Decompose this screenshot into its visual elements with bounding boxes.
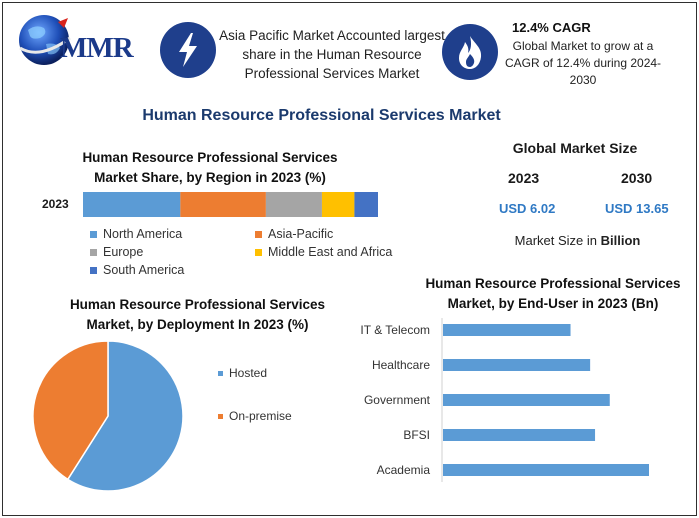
enduser-label-government: Government	[364, 393, 431, 407]
region-bar-segment-asia-pacific	[180, 192, 266, 217]
enduser-bar-bfsi	[443, 429, 596, 441]
cagr-text: Global Market to grow at a CAGR of 12.4%…	[504, 39, 662, 87]
enduser-bar-healthcare	[443, 359, 591, 371]
enduser-label-bfsi: BFSI	[403, 428, 430, 442]
region-legend: North America Asia-Pacific Europe Middle Ea…	[90, 227, 430, 283]
legend-label: On-premise	[229, 409, 292, 423]
globe-icon	[19, 15, 71, 65]
logo-text: MMR	[60, 32, 134, 64]
region-bar-segment-south-america	[354, 192, 378, 217]
legend-item-hosted: Hosted	[218, 366, 267, 380]
market-value-2023: USD 6.02	[499, 201, 556, 216]
mmr-logo: MMR	[10, 8, 150, 74]
legend-swatch	[255, 230, 262, 238]
legend-label: North America	[103, 227, 183, 241]
legend-label: Asia-Pacific	[268, 227, 334, 241]
legend-swatch	[255, 248, 262, 256]
region-stacked-bar	[83, 192, 378, 217]
legend-swatch	[218, 370, 223, 376]
legend-item-north-america: North America	[90, 227, 182, 241]
enduser-label-healthcare: Healthcare	[372, 358, 430, 372]
legend-swatch	[90, 266, 97, 274]
lightning-icon	[160, 22, 216, 78]
legend-swatch	[90, 248, 97, 256]
region-bar-segment-north-america	[83, 192, 181, 217]
deployment-legend: Hosted On-premise	[218, 366, 338, 436]
enduser-chart-title: Human Resource Professional Services Mar…	[425, 276, 681, 311]
market-year-2030: 2030	[621, 170, 653, 186]
enduser-bar-academia	[443, 464, 649, 476]
legend-label: Middle East and Africa	[268, 245, 393, 259]
deployment-pie-chart	[32, 340, 184, 492]
market-year-2023: 2023	[508, 170, 540, 186]
market-size-note-prefix: Market Size in	[514, 233, 601, 248]
market-value-2030: USD 13.65	[605, 201, 669, 216]
enduser-bar-government	[443, 394, 610, 406]
legend-swatch	[218, 413, 223, 419]
cagr-title: 12.4% CAGR	[512, 20, 591, 35]
legend-item-europe: Europe	[90, 245, 143, 259]
legend-item-south-america: South America	[90, 263, 184, 277]
global-market-title: Global Market Size	[512, 140, 638, 156]
page-title: Human Resource Professional Services Mar…	[0, 107, 699, 125]
flame-icon	[442, 24, 498, 80]
region-chart-title: Human Resource Professional Services Mar…	[82, 150, 338, 185]
legend-label: Europe	[103, 245, 144, 259]
market-size-note: Market Size in Billion	[500, 233, 655, 248]
region-highlight-text: Asia Pacific Market Accounted largest sh…	[219, 28, 445, 81]
legend-swatch	[90, 230, 97, 238]
pie-slice-on-premise	[32, 340, 109, 481]
legend-label: South America	[103, 263, 185, 277]
deployment-chart-title: Human Resource Professional Services Mar…	[69, 297, 326, 332]
legend-item-on-premise: On-premise	[218, 409, 292, 423]
region-chart-category: 2023	[42, 197, 69, 211]
legend-item-middle-east-and-africa: Middle East and Africa	[255, 245, 392, 259]
legend-label: Hosted	[229, 366, 268, 380]
pie-slice-hosted	[66, 340, 184, 492]
enduser-label-academia: Academia	[377, 463, 431, 477]
enduser-label-it-telecom: IT & Telecom	[360, 323, 430, 337]
legend-item-asia-pacific: Asia-Pacific	[255, 227, 333, 241]
market-size-note-unit: Billion	[600, 233, 641, 248]
region-bar-segment-europe	[265, 192, 322, 217]
page-title-text: Human Resource Professional Services Mar…	[142, 107, 501, 124]
enduser-bar-it-telecom	[443, 324, 571, 336]
region-bar-segment-middle-east-and-africa	[321, 192, 355, 217]
enduser-bar-chart: IT & Telecom Healthcare Government BFSI Acad…	[360, 318, 649, 482]
